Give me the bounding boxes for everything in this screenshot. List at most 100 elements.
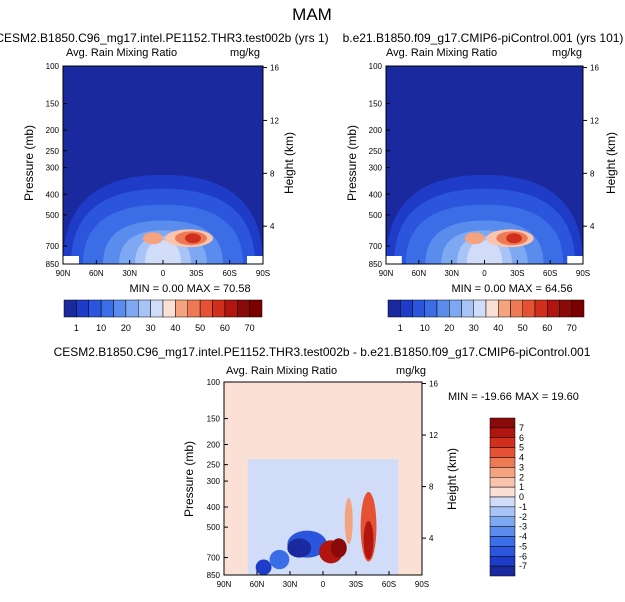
- colorbar-swatch: [522, 299, 536, 318]
- y-tick-label: 850: [207, 571, 221, 580]
- y-tick-label: 500: [207, 523, 221, 532]
- y-tick-label: 200: [369, 126, 383, 135]
- y-tick-label: 300: [369, 164, 383, 173]
- y-axis-label: Pressure (mb): [22, 125, 36, 201]
- y-axis-label-right: Height (km): [445, 448, 459, 510]
- y-tick-right-label: 8: [270, 169, 275, 178]
- colorbar-swatch: [449, 299, 462, 318]
- colorbar-swatch: [199, 299, 213, 318]
- x-tick-label: 30N: [283, 580, 298, 589]
- y-tick-label: 250: [207, 461, 221, 470]
- field-layer: [386, 66, 583, 264]
- x-tick-label: 90N: [217, 580, 232, 589]
- y-tick-label: 400: [46, 190, 60, 199]
- colorbar-swatch: [489, 536, 516, 547]
- colorbar-label: 20: [121, 323, 131, 333]
- x-tick-label: 60S: [223, 269, 237, 278]
- y-tick-label: 200: [207, 441, 221, 450]
- colorbar-swatch: [489, 477, 516, 488]
- colorbar-label: -6: [519, 551, 527, 561]
- colorbar-swatch: [424, 299, 438, 318]
- y-tick-right-label: 16: [270, 64, 279, 73]
- colorbar-swatch: [162, 299, 176, 318]
- x-tick-label: 60N: [89, 269, 104, 278]
- colorbar-swatch: [461, 299, 474, 318]
- y-tick-right-label: 8: [429, 483, 434, 492]
- y-tick-label: 500: [369, 211, 383, 220]
- y-tick-label: 100: [207, 378, 221, 387]
- colorbar-label: 1: [398, 323, 403, 333]
- y-tick-label: 250: [369, 147, 383, 156]
- x-tick-label: 90S: [256, 269, 270, 278]
- colorbar-swatch: [489, 486, 516, 498]
- colorbar-swatch: [125, 299, 139, 318]
- colorbar-swatch: [224, 299, 238, 318]
- colorbar-swatch: [175, 299, 188, 318]
- x-tick-label: 30N: [122, 269, 137, 278]
- colorbar-label: -1: [519, 502, 527, 512]
- field-layer: [63, 66, 263, 264]
- colorbar-label: 40: [170, 323, 180, 333]
- colorbar-label: 30: [146, 323, 156, 333]
- colorbar-label: 6: [519, 433, 524, 443]
- contour-band: [145, 240, 181, 264]
- contour-core: [255, 559, 272, 575]
- y-tick-label: 150: [207, 415, 221, 424]
- x-tick-label: 90N: [379, 269, 394, 278]
- variable-label: Avg. Rain Mixing Ratio: [386, 47, 497, 59]
- x-tick-label: 90S: [576, 269, 590, 278]
- colorbar-swatch: [187, 299, 201, 318]
- y-tick-right-label: 4: [270, 222, 275, 231]
- colorbar-label: 50: [518, 323, 528, 333]
- colorbar-swatch: [489, 427, 516, 438]
- colorbar-label: 5: [519, 443, 524, 453]
- colorbar-swatch: [113, 299, 127, 318]
- colorbar-label: 40: [493, 323, 503, 333]
- colorbar-swatch: [212, 299, 226, 318]
- y-tick-label: 850: [369, 260, 383, 269]
- colorbar-swatch: [489, 546, 516, 557]
- y-tick-label: 250: [46, 147, 60, 156]
- contour-core: [464, 232, 485, 245]
- colorbar-swatch: [489, 506, 516, 517]
- x-tick-label: 90N: [56, 269, 71, 278]
- y-tick-label: 300: [207, 477, 221, 486]
- y-tick-right-label: 12: [590, 116, 599, 125]
- x-tick-label: 60S: [382, 580, 396, 589]
- contour-core: [143, 232, 163, 245]
- colorbar-label: 7: [519, 423, 524, 433]
- x-tick-label: 30S: [349, 580, 363, 589]
- colorbar-swatch: [150, 299, 164, 318]
- x-tick-label: 30S: [189, 269, 203, 278]
- ground-mask: [247, 256, 263, 264]
- units-label: mg/kg: [230, 47, 260, 59]
- y-tick-label: 700: [46, 242, 60, 251]
- y-axis-label-right: Height (km): [282, 132, 296, 194]
- x-tick-label: 60N: [250, 580, 265, 589]
- colorbar-swatch: [489, 467, 516, 478]
- y-tick-label: 700: [207, 553, 221, 562]
- colorbar-swatch: [547, 299, 560, 318]
- ground-mask: [567, 256, 583, 264]
- stats-label: MIN = 0.00 MAX = 70.58: [129, 283, 250, 295]
- panel-control: b.e21.B1850.f09_g17.CMIP6-piControl.001 …: [343, 31, 624, 333]
- contour-core: [269, 549, 290, 570]
- colorbar-swatch: [473, 299, 487, 318]
- panel-difference: CESM2.B1850.C96_mg17.intel.PE1152.THR3.t…: [54, 345, 591, 589]
- variable-label: Avg. Rain Mixing Ratio: [226, 365, 337, 377]
- y-tick-label: 500: [46, 211, 60, 220]
- colorbar-label: 0: [519, 492, 524, 502]
- field-layer: [224, 382, 422, 575]
- panel-title: CESM2.B1850.C96_mg17.intel.PE1152.THR3.t…: [0, 31, 329, 45]
- colorbar-swatch: [400, 299, 413, 318]
- colorbar-label: -2: [519, 512, 527, 522]
- x-tick-label: 0: [321, 580, 326, 589]
- colorbar-swatch: [249, 299, 263, 318]
- colorbar-swatch: [63, 299, 77, 318]
- ground-mask: [386, 256, 402, 264]
- colorbar-label: 50: [195, 323, 205, 333]
- y-tick-right-label: 4: [429, 534, 434, 543]
- units-label: mg/kg: [396, 365, 426, 377]
- colorbar-swatch: [76, 299, 89, 318]
